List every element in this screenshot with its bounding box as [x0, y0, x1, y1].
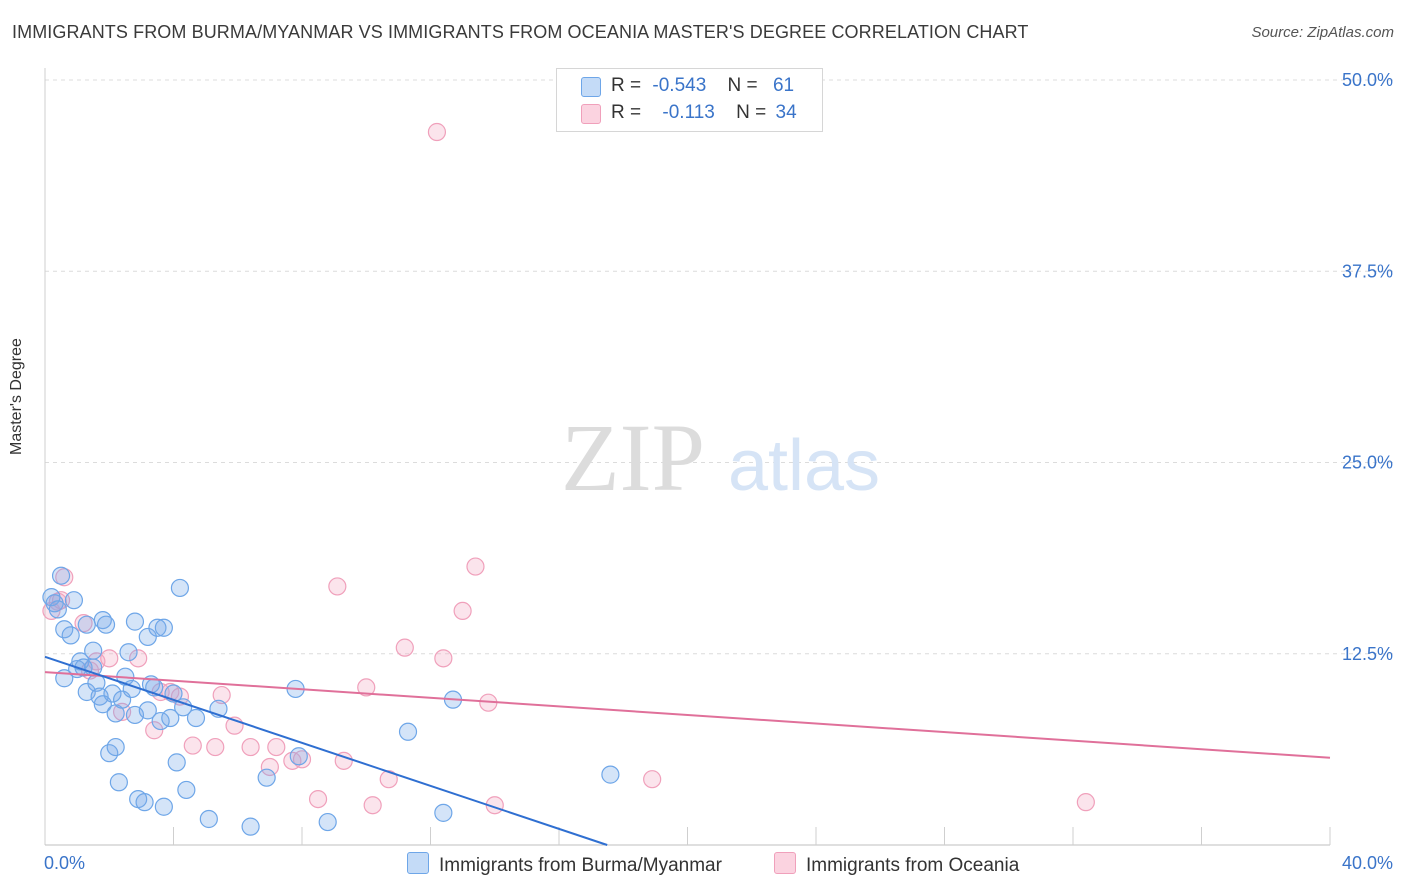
oceania-point — [453, 601, 472, 621]
legend-n-label: N = — [727, 75, 758, 96]
burma-point — [103, 684, 122, 703]
oceania-point — [267, 737, 286, 757]
burma-point — [84, 641, 103, 660]
oceania-point — [260, 757, 279, 777]
series-burma-points — [42, 566, 620, 836]
burma-point — [125, 612, 145, 631]
burma-point — [241, 817, 260, 836]
burma-point — [170, 578, 190, 598]
oceania-trend-line — [44, 671, 1331, 759]
burma-point — [64, 591, 84, 610]
oceania-point — [145, 721, 164, 740]
burma-point — [601, 765, 620, 784]
legend-r-label: R = — [611, 75, 642, 96]
burma-point — [135, 793, 154, 812]
trend-lines — [44, 655, 1331, 846]
legend-n-label: N = — [736, 102, 767, 123]
oceania-point — [1076, 793, 1095, 812]
oceania-point — [357, 678, 376, 697]
burma-point — [119, 643, 138, 662]
burma-point — [161, 708, 180, 728]
x-tick-label: 40.0% — [1342, 853, 1393, 873]
oceania-point — [379, 770, 398, 789]
legend-r-value: -0.543 — [652, 75, 707, 96]
oceania-point — [466, 557, 485, 576]
watermark-zip: ZIP — [561, 404, 705, 511]
burma-point — [138, 701, 157, 720]
burma-trend-line — [44, 655, 608, 846]
burma-point — [154, 797, 173, 816]
burma-point — [77, 615, 96, 634]
axes — [44, 68, 1331, 846]
oceania-point — [129, 649, 148, 668]
oceania-point — [241, 737, 260, 757]
burma-point — [174, 698, 193, 717]
bottom-legend-swatch-blue — [407, 852, 429, 874]
oceania-point — [434, 649, 453, 668]
oceania-point — [212, 685, 231, 705]
bottom-legend-oceania: Immigrants from Oceania — [774, 852, 1019, 877]
oceania-point — [100, 649, 119, 668]
tick-labels: 12.5% 25.0% 37.5% 50.0% 0.0% 40.0% — [44, 70, 1393, 873]
correlation-legend: R = -0.543 N = 61 R = -0.113 N = 34 — [556, 68, 823, 132]
oceania-point — [308, 789, 328, 809]
bottom-legend-label: Immigrants from Burma/Myanmar — [439, 855, 722, 876]
burma-point — [48, 600, 67, 619]
legend-r-label: R = — [611, 102, 642, 123]
oceania-point — [334, 751, 353, 770]
legend-n-value: 61 — [772, 75, 795, 96]
y-tick-label: 12.5% — [1342, 644, 1393, 664]
burma-point — [398, 722, 418, 741]
oceania-point — [206, 737, 225, 757]
oceania-point — [292, 750, 312, 769]
burma-point — [318, 812, 337, 832]
bottom-legend-burma: Immigrants from Burma/Myanmar — [407, 852, 722, 877]
burma-point — [167, 753, 186, 772]
oceania-point — [363, 796, 382, 815]
burma-point — [109, 773, 128, 792]
oceania-point — [395, 638, 414, 657]
legend-swatch-blue — [581, 77, 601, 97]
burma-point — [199, 809, 218, 829]
burma-point — [138, 627, 157, 647]
grid-lines — [45, 79, 1395, 655]
burma-point — [96, 615, 116, 634]
burma-point — [61, 626, 80, 645]
burma-point — [177, 780, 196, 800]
burma-point — [289, 747, 308, 766]
oceania-point — [643, 770, 662, 789]
legend-r-value: -0.113 — [662, 102, 715, 123]
burma-point — [434, 803, 453, 822]
oceania-point — [328, 577, 347, 596]
x-tick-label: 0.0% — [44, 853, 85, 873]
burma-point — [154, 618, 173, 637]
y-tick-label: 50.0% — [1342, 70, 1393, 90]
burma-point — [148, 618, 167, 637]
source-label: Source: ZipAtlas.com — [1251, 24, 1394, 41]
legend-n-value: 34 — [775, 102, 797, 123]
burma-point — [106, 737, 125, 757]
y-tick-label: 37.5% — [1342, 261, 1393, 281]
legend-swatch-pink — [581, 104, 601, 124]
bottom-legend-swatch-pink — [774, 852, 796, 874]
y-tick-label: 25.0% — [1342, 453, 1393, 473]
bottom-legend-label: Immigrants from Oceania — [806, 855, 1020, 876]
oceania-point — [183, 736, 202, 755]
chart-title: IMMIGRANTS FROM BURMA/MYANMAR VS IMMIGRA… — [12, 22, 1029, 42]
watermark-atlas: atlas — [728, 426, 880, 506]
watermark: ZIP atlas — [561, 404, 880, 511]
burma-point — [51, 566, 71, 585]
oceania-point — [427, 122, 447, 142]
burma-point — [257, 768, 276, 787]
burma-point — [186, 708, 206, 728]
